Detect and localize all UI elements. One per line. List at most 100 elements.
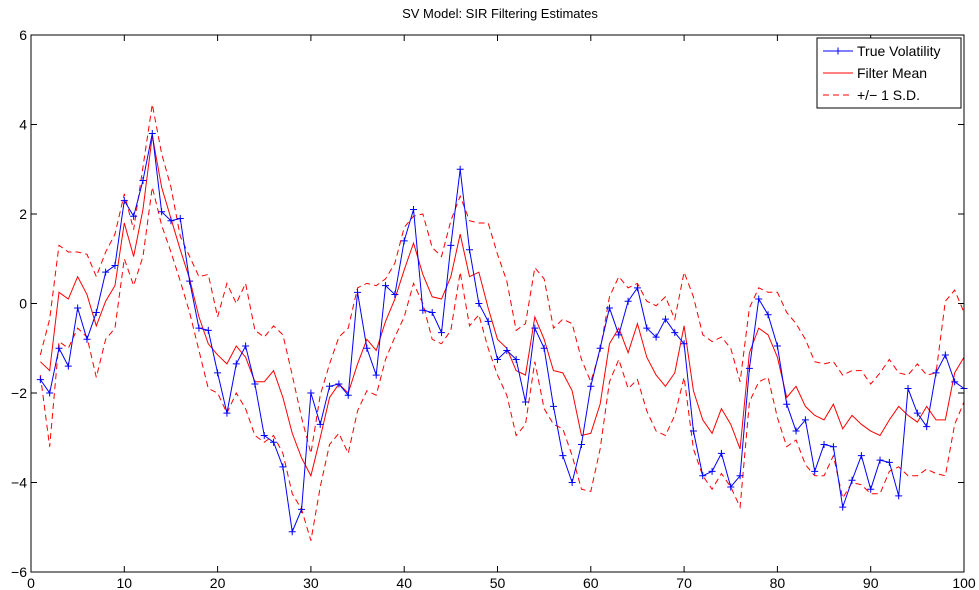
data-point-marker [839,503,847,511]
data-point-marker [512,355,520,363]
data-point-marker [74,304,82,312]
data-point-marker [475,300,483,307]
data-point-marker [447,241,455,249]
y-tick-label: 6 [19,27,27,43]
data-point-marker [708,467,716,475]
data-point-marker [745,364,753,372]
series-layer [36,104,968,541]
data-point-marker [139,176,147,184]
data-point-marker [755,295,763,303]
data-point-marker [242,342,250,350]
data-point-marker [456,165,464,173]
legend: True Volatility Filter Mean +/− 1 S.D. [816,37,962,109]
y-tick-label: −4 [11,475,27,491]
data-point-marker [596,344,604,352]
chart-title: SV Model: SIR Filtering Estimates [402,6,598,21]
series-markers [36,129,968,536]
data-point-marker [652,333,660,341]
data-point-marker [736,472,744,480]
data-point-marker [372,371,380,379]
data-point-marker [540,344,548,352]
data-point-marker [83,335,91,343]
data-point-marker [419,306,427,314]
data-point-marker [167,217,175,225]
data-point-marker [895,492,903,500]
legend-label: Filter Mean [857,65,927,81]
data-point-marker [848,476,856,484]
legend-label: True Volatility [857,43,941,59]
data-point-marker [876,456,884,464]
data-point-marker [820,440,828,448]
data-point-marker [605,304,613,312]
x-tick-label: 20 [210,575,226,590]
data-point-marker [102,268,110,276]
data-point-marker [158,208,166,216]
data-point-marker [270,438,278,446]
data-point-marker [521,398,529,406]
x-tick-label: 50 [490,575,506,590]
data-point-marker [130,212,138,220]
data-point-marker [111,261,119,269]
data-point-marker [494,355,501,363]
data-point-marker [773,342,781,350]
data-point-marker [288,528,296,536]
data-point-marker [559,452,567,460]
data-point-marker [951,378,959,386]
series-line-0 [39,133,965,534]
y-tick-label: −2 [11,385,27,401]
x-tick-label: 30 [303,575,319,590]
data-point-marker [913,409,921,417]
ticks-layer: 0 10 20 30 40 50 60 70 80 90 100 −6 −4 −2 0 2 4 6 [11,27,976,590]
data-point-marker [689,427,697,435]
data-point-marker [466,246,474,254]
data-point-marker [428,308,436,316]
data-point-marker [176,214,184,222]
data-point-marker [438,329,446,337]
data-point-marker [717,449,725,457]
x-tick-label: 40 [396,575,412,590]
data-point-marker [923,423,931,431]
data-point-marker [92,308,100,316]
data-point-marker [633,284,641,292]
data-point-marker [120,197,128,205]
legend-marker [834,47,842,55]
axes-box [30,34,965,573]
data-point-marker [941,351,949,359]
data-point-marker [764,311,772,319]
data-point-marker [577,440,585,448]
y-tick-label: 4 [19,117,27,133]
data-point-marker [671,329,679,337]
data-point-marker [661,315,669,323]
data-point-marker [783,400,791,408]
data-point-marker [46,389,54,397]
data-point-marker [148,129,156,137]
x-tick-label: 80 [770,575,786,590]
y-tick-label: 2 [19,206,27,222]
data-point-marker [410,206,418,214]
data-point-marker [801,416,809,424]
data-point-marker [811,467,819,475]
series-line-2 [39,104,965,454]
x-tick-label: 90 [863,575,879,590]
data-point-marker [391,291,399,299]
data-point-marker [251,380,259,388]
y-tick-label: 0 [19,296,27,312]
data-point-marker [298,505,306,513]
data-point-marker [792,427,800,435]
data-point-marker [867,485,875,493]
data-point-marker [363,344,371,352]
data-point-marker [531,324,539,332]
data-point-marker [214,369,222,377]
data-point-marker [279,463,287,471]
x-tick-label: 0 [27,575,35,590]
data-point-marker [484,317,492,325]
data-point-marker [260,432,268,440]
data-point-marker [904,385,912,393]
data-point-marker [335,380,343,388]
data-point-marker [503,346,511,354]
series-line-1 [39,135,965,478]
data-point-marker [932,369,940,377]
data-point-marker [857,452,865,460]
data-point-marker [232,360,240,368]
